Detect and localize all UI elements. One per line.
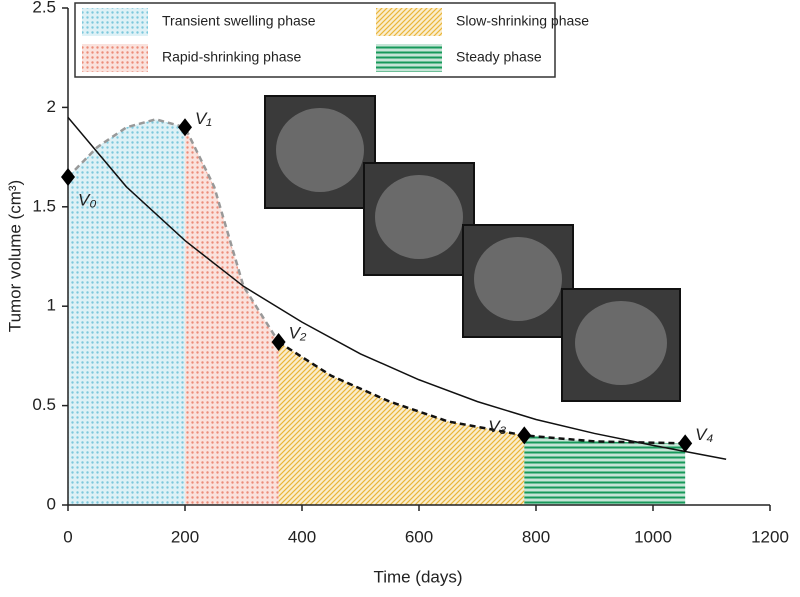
point-label: V₁ [195, 109, 212, 128]
legend-label: Transient swelling phase [162, 13, 316, 29]
y-tick-label: 0 [47, 494, 56, 513]
legend-label: Rapid-shrinking phase [162, 49, 302, 65]
mri-brain [575, 301, 667, 385]
phase-area [278, 341, 525, 505]
phase-area [68, 119, 185, 505]
x-tick-label: 400 [288, 527, 316, 546]
key-point [271, 332, 286, 351]
phase-curve [277, 340, 686, 445]
x-tick-label: 1000 [634, 527, 672, 546]
legend-label: Steady phase [456, 49, 542, 65]
key-point [678, 434, 693, 453]
y-tick-label: 2 [47, 97, 56, 116]
legend [74, 2, 556, 78]
mri-images [264, 95, 681, 402]
y-tick-label: 1 [47, 296, 56, 315]
x-tick-label: 1200 [751, 527, 789, 546]
x-tick-label: 200 [171, 527, 199, 546]
mri-brain [375, 175, 463, 259]
phase-area [524, 435, 686, 505]
legend-label: Slow-shrinking phase [456, 13, 589, 29]
legend-swatch [376, 8, 442, 36]
x-tick-label: 600 [405, 527, 433, 546]
y-tick-label: 1.5 [32, 196, 56, 215]
fit-curve [67, 116, 727, 461]
point-label: V₄ [695, 425, 713, 444]
point-label: V₂ [289, 323, 307, 342]
key-point [517, 426, 532, 445]
phase-area [185, 127, 279, 505]
key-point [61, 167, 75, 186]
y-tick-label: 2.5 [32, 0, 56, 16]
x-tick-label: 800 [522, 527, 550, 546]
mri-brain [276, 108, 364, 192]
phase-curve [67, 118, 280, 343]
point-label: V₃ [488, 417, 506, 436]
legend-swatch [82, 8, 148, 36]
x-tick-label: 0 [63, 527, 72, 546]
legend-swatch [376, 44, 442, 72]
mri-brain [474, 237, 562, 321]
x-axis-label: Time (days) [373, 567, 462, 586]
key-point [178, 118, 192, 137]
y-tick-label: 0.5 [32, 395, 56, 414]
legend-swatch [82, 44, 148, 72]
y-axis-label: Tumor volume (cm³) [5, 180, 24, 332]
point-label: V₀ [78, 190, 97, 209]
